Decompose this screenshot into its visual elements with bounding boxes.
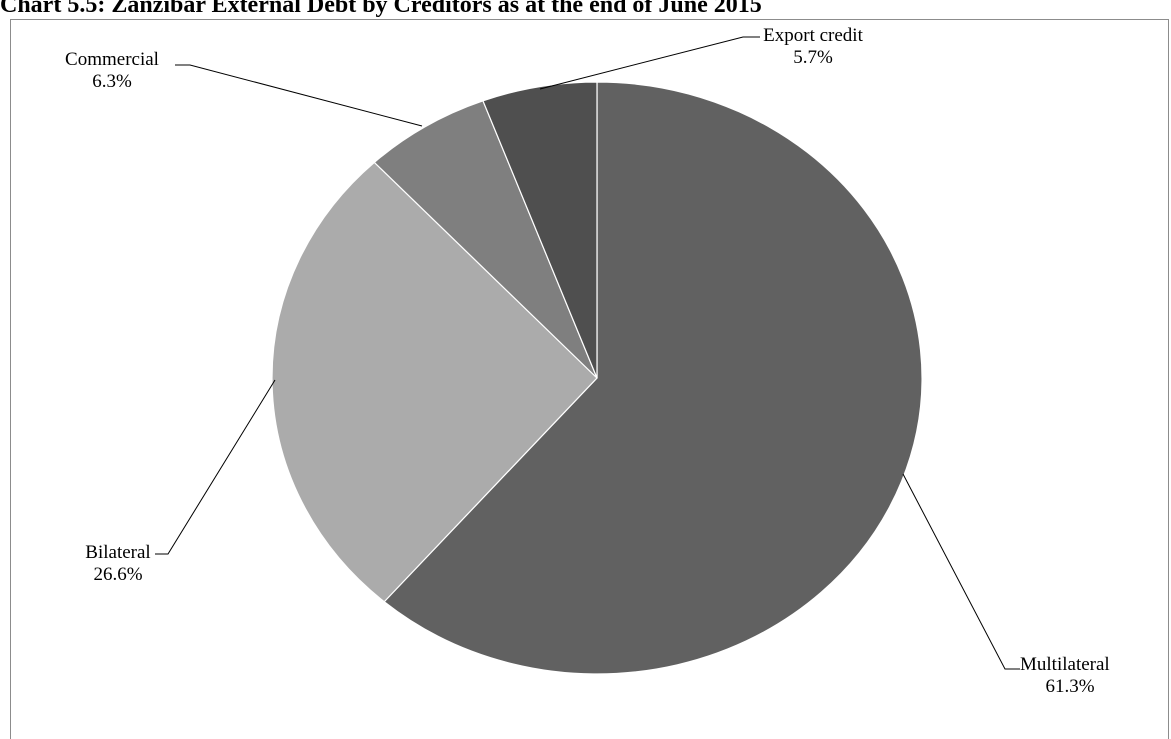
leader-line-export-credit — [539, 36, 760, 90]
data-labels: Multilateral 61.3% Bilateral 26.6% Commercia… — [65, 25, 1110, 697]
data-label-commercial: Commercial 6.3% — [65, 49, 159, 92]
data-label-bilateral: Bilateral 26.6% — [85, 542, 150, 585]
data-label-multilateral-value: 61.3% — [1045, 676, 1094, 697]
pie-slice-export-credit — [482, 81, 598, 379]
chart-area — [10, 19, 1169, 739]
data-label-multilateral-name: Multilateral — [1020, 654, 1110, 675]
leader-lines — [155, 36, 1020, 670]
data-label-bilateral-value: 26.6% — [93, 564, 142, 585]
data-label-commercial-name: Commercial — [65, 49, 159, 70]
chart-title: Chart 5.5: Zanzibar External Debt by Cre… — [0, 0, 762, 18]
data-label-export-credit-name: Export credit — [763, 25, 863, 46]
leader-line-bilateral — [155, 379, 276, 555]
pie-slice-commercial — [373, 100, 598, 379]
leader-line-multilateral — [902, 473, 1020, 670]
data-label-export-credit-value: 5.7% — [793, 47, 833, 68]
data-label-bilateral-name: Bilateral — [85, 542, 150, 563]
leader-line-commercial — [175, 64, 423, 127]
data-label-commercial-value: 6.3% — [92, 71, 132, 92]
data-label-multilateral: Multilateral 61.3% — [1020, 654, 1110, 697]
pie-slices — [271, 81, 923, 675]
data-label-export-credit: Export credit 5.7% — [763, 25, 863, 68]
pie-slice-multilateral — [383, 81, 923, 675]
